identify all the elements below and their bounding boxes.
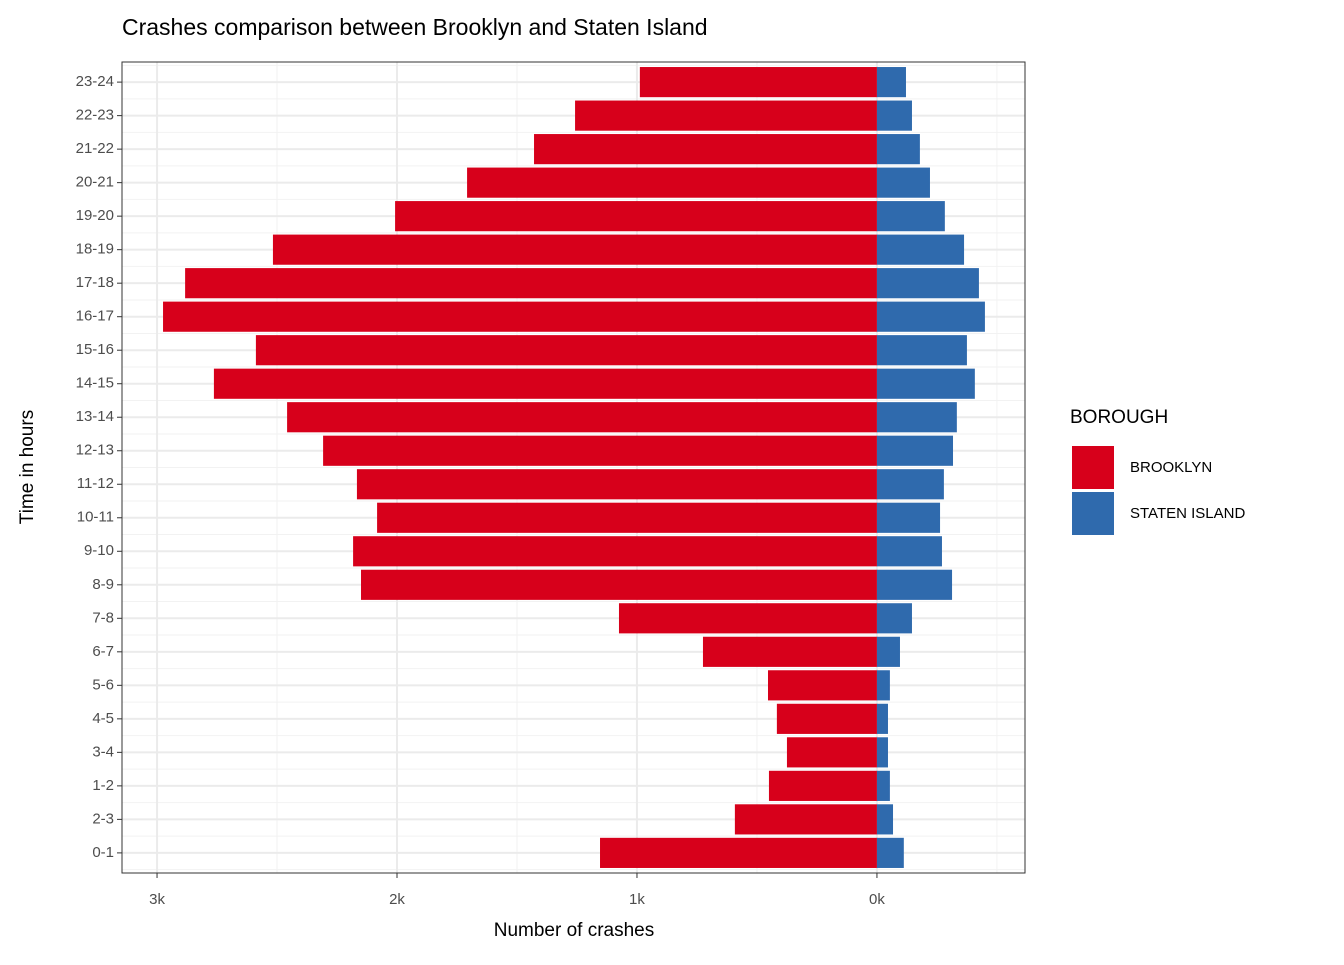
bar xyxy=(734,804,877,835)
bar xyxy=(395,201,877,232)
y-tick-label: 18-19 xyxy=(76,241,114,258)
bar xyxy=(213,368,877,399)
bar xyxy=(876,268,979,299)
bar xyxy=(600,837,877,868)
legend-title: BOROUGH xyxy=(1070,407,1168,428)
y-tick-label: 2-3 xyxy=(92,810,114,827)
bar xyxy=(272,234,877,265)
y-tick-label: 9-10 xyxy=(84,542,114,559)
bar xyxy=(163,301,877,332)
bar xyxy=(876,636,900,667)
bar xyxy=(876,804,894,835)
y-tick-label: 10-11 xyxy=(77,509,114,526)
legend-key xyxy=(1072,492,1114,535)
bar xyxy=(876,402,957,433)
bar xyxy=(356,469,877,500)
x-axis-title: Number of crashes xyxy=(494,920,655,941)
y-tick-label: 6-7 xyxy=(92,643,114,660)
bar xyxy=(776,703,877,734)
y-tick-label: 5-6 xyxy=(92,676,114,693)
y-tick-label: 13-14 xyxy=(76,408,114,425)
x-tick-label: 0k xyxy=(869,891,885,908)
y-tick-label: 23-24 xyxy=(76,73,114,90)
bar xyxy=(876,469,944,500)
y-tick-label: 22-23 xyxy=(76,107,114,124)
y-tick-label: 19-20 xyxy=(76,207,114,224)
legend-label: STATEN ISLAND xyxy=(1130,505,1245,522)
bar xyxy=(876,234,965,265)
bar xyxy=(876,167,930,198)
bar xyxy=(618,603,877,634)
y-tick-label: 12-13 xyxy=(76,442,114,459)
legend-key xyxy=(1072,446,1114,489)
bar xyxy=(876,368,975,399)
bar xyxy=(702,636,877,667)
bar xyxy=(876,502,941,533)
bar xyxy=(876,603,912,634)
y-tick-label: 14-15 xyxy=(76,375,114,392)
y-tick-label: 17-18 xyxy=(76,274,114,291)
y-tick-label: 8-9 xyxy=(92,576,114,593)
bar xyxy=(786,737,877,768)
bar xyxy=(876,201,945,232)
bar xyxy=(876,536,942,567)
bar xyxy=(876,703,888,734)
bar xyxy=(361,569,877,600)
bar xyxy=(534,134,877,165)
bar xyxy=(876,837,904,868)
panel-border xyxy=(121,61,1026,874)
y-tick-label: 0-1 xyxy=(92,844,114,861)
bar xyxy=(876,435,954,466)
y-tick-label: 7-8 xyxy=(92,609,114,626)
legend-label: BROOKLYN xyxy=(1130,459,1212,476)
x-tick-label: 1k xyxy=(629,891,645,908)
bar xyxy=(876,670,890,701)
bar xyxy=(876,100,912,131)
y-tick-label: 1-2 xyxy=(92,777,114,794)
bar xyxy=(323,435,877,466)
bar xyxy=(575,100,877,131)
bar xyxy=(255,335,877,366)
bar xyxy=(876,67,906,98)
y-tick-label: 11-12 xyxy=(77,475,114,492)
bar xyxy=(377,502,877,533)
bar xyxy=(467,167,877,198)
bar xyxy=(876,335,967,366)
bar xyxy=(185,268,877,299)
y-tick-label: 15-16 xyxy=(76,341,114,358)
y-tick-label: 20-21 xyxy=(76,174,114,191)
y-tick-label: 21-22 xyxy=(76,140,114,157)
bar xyxy=(287,402,877,433)
x-tick-label: 3k xyxy=(149,891,165,908)
y-tick-label: 4-5 xyxy=(92,710,114,727)
bar xyxy=(876,770,890,801)
bar xyxy=(767,670,877,701)
x-tick-label: 2k xyxy=(389,891,405,908)
bar xyxy=(876,737,888,768)
bar xyxy=(353,536,877,567)
chart-title: Crashes comparison between Brooklyn and … xyxy=(122,14,708,40)
y-axis-title: Time in hours xyxy=(17,410,38,524)
bar xyxy=(876,134,920,165)
y-tick-label: 3-4 xyxy=(92,743,114,760)
bar xyxy=(768,770,877,801)
bar xyxy=(639,67,877,98)
y-tick-label: 16-17 xyxy=(76,308,114,325)
bar xyxy=(876,569,953,600)
bar xyxy=(876,301,985,332)
